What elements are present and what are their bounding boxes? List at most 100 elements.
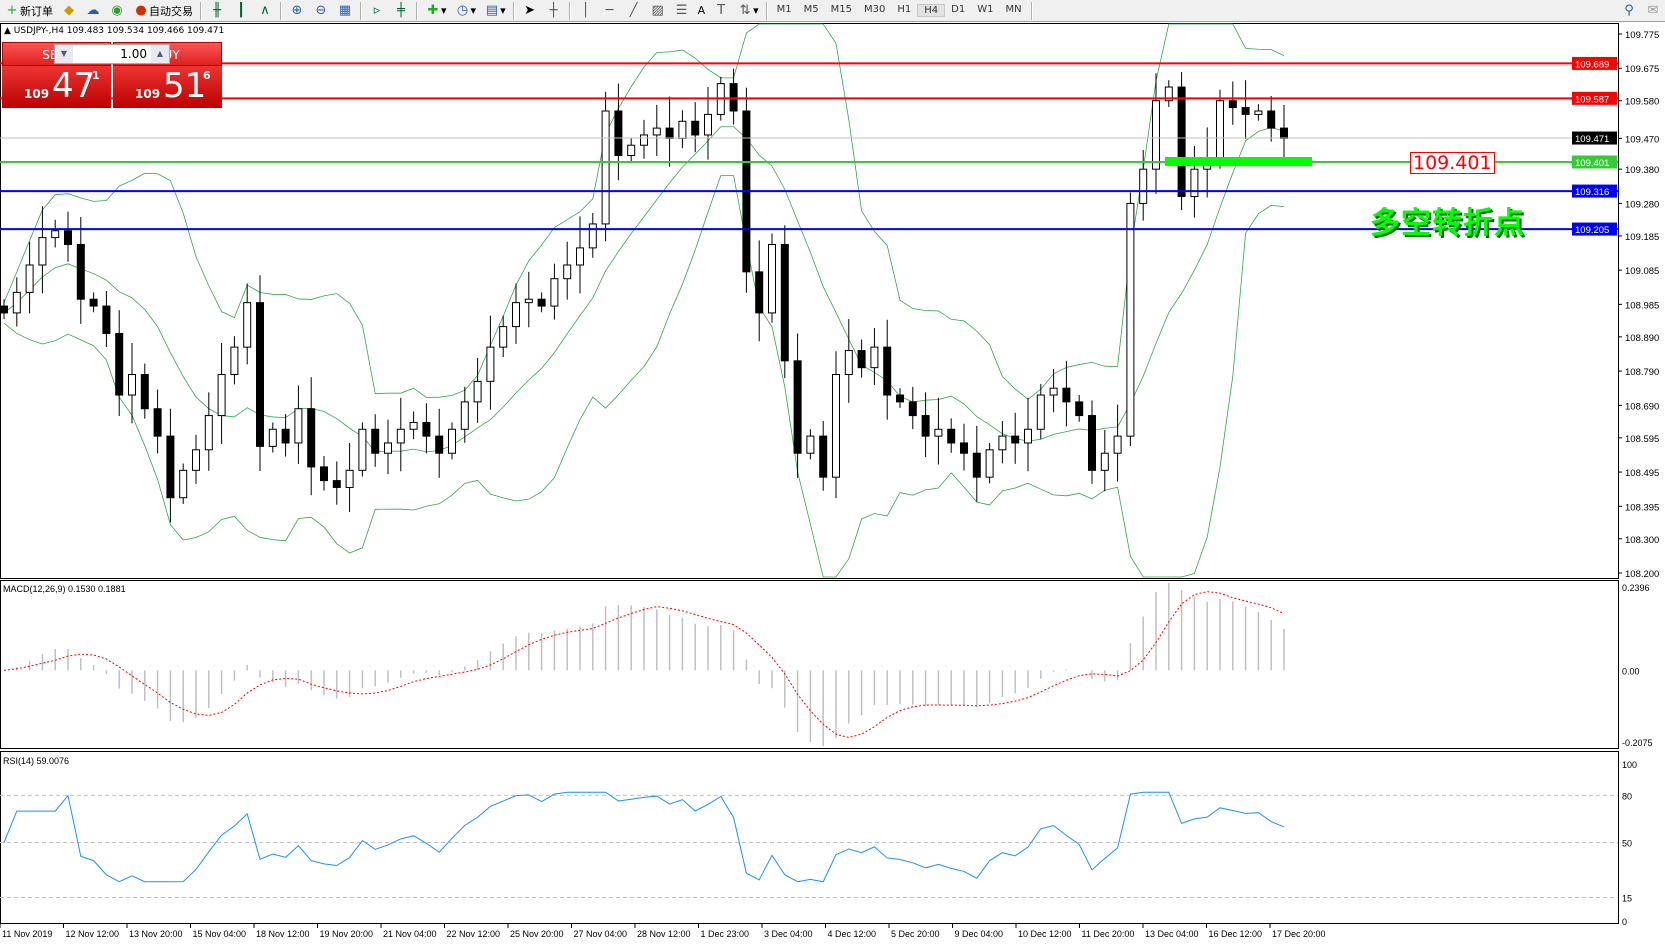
chart-area[interactable]: 109.775 109.675 109.580 109.470 109.380 109.2…	[0, 23, 1665, 944]
bull-candle	[652, 127, 661, 136]
x-tick-label: 16 Dec 12:00	[1209, 929, 1263, 939]
bull-candle	[1216, 100, 1224, 160]
x-tick-label: 10 Dec 12:00	[1018, 929, 1072, 939]
bear-candle	[1177, 86, 1186, 198]
bull-candle	[12, 291, 21, 314]
y-tick-label: 109.470	[1625, 134, 1659, 145]
bear-candle	[1088, 415, 1096, 471]
y-tick-label: 108.985	[1625, 300, 1659, 311]
rsi-line	[3, 791, 1285, 883]
bull-candle	[204, 415, 213, 451]
text-button[interactable]: A	[697, 4, 706, 17]
search-button[interactable]: ⚲	[1617, 1, 1641, 21]
arrows-button[interactable]: ⇅ ▾	[733, 1, 763, 21]
one-click-trading-panel: SELL BUY ▼ 1.00 ▲ 109 47 1 109 51 6	[2, 42, 222, 108]
bar-chart-button[interactable]: ╫	[205, 1, 229, 21]
crosshair-button[interactable]: ┼	[542, 1, 566, 21]
crosshair-icon: ┼	[549, 2, 558, 18]
bull-candle	[1164, 86, 1173, 102]
price-level-tag-label: 109.689	[1575, 59, 1609, 70]
bull-candle	[627, 144, 636, 156]
chat-icon: ✉	[1647, 2, 1659, 18]
timeframe-m15[interactable]: M15	[830, 4, 853, 15]
rsi-tick-label: 50	[1622, 839, 1632, 849]
auto-scroll-button[interactable]: ▹	[365, 1, 389, 21]
bear-candle	[947, 428, 956, 444]
bear-candle	[691, 120, 700, 136]
bear-candle	[1011, 435, 1020, 444]
new-order-button[interactable]: + 新订单	[0, 1, 57, 21]
bull-candle	[1036, 394, 1045, 430]
fibonacci-button[interactable]: ☰	[670, 1, 694, 21]
toolbar: + 新订单 ◆ ☁ ◉ ● 自动交易 ╫ ┃ ∧ ⊕ ⊖ ▦ ▹ ╪ ✚ ▾ ◷ ▾ ▤…	[0, 0, 1665, 22]
auto-trading-button[interactable]: ● 自动交易	[129, 1, 197, 21]
zoom-out-button[interactable]: ⊖	[309, 1, 333, 21]
channel-button[interactable]: ▨	[646, 1, 670, 21]
lot-size-input[interactable]: 1.00	[120, 47, 147, 61]
bear-candle	[614, 110, 623, 156]
metaeditor-button[interactable]: ◆	[57, 1, 81, 21]
timeframe-h1[interactable]: H1	[897, 4, 912, 15]
x-tick-label: 19 Nov 20:00	[320, 929, 374, 939]
level-price-label[interactable]: 109.401	[1410, 152, 1495, 174]
bull-candle	[1113, 435, 1122, 454]
x-tick-label: 13 Nov 20:00	[129, 929, 183, 939]
horizontal-line-button[interactable]: ─	[598, 1, 622, 21]
x-tick-label: 9 Dec 04:00	[955, 929, 1004, 939]
x-tick-label: 3 Dec 04:00	[764, 929, 813, 939]
candlestick-button[interactable]: ┃	[229, 1, 253, 21]
periods-button[interactable]: ◷ ▾	[451, 1, 481, 21]
timeframe-m30[interactable]: M30	[864, 4, 886, 15]
indicators-button[interactable]: ✚ ▾	[421, 1, 451, 21]
zoom-in-button[interactable]: ⊕	[285, 1, 309, 21]
bollinger-upper	[3, 23, 1285, 400]
bear-candle	[307, 408, 316, 468]
bull-candle	[345, 469, 354, 488]
terminal-icon: ☁	[86, 2, 100, 18]
tile-windows-button[interactable]: ▦	[333, 1, 357, 21]
chat-button[interactable]: ✉	[1641, 1, 1665, 21]
text-label-button[interactable]: T	[709, 1, 733, 21]
y-tick-label: 108.300	[1625, 535, 1659, 546]
bull-candle	[294, 408, 303, 444]
y-tick-label: 109.085	[1625, 266, 1659, 277]
timeframe-d1[interactable]: D1	[951, 4, 966, 15]
pivot-annotation-text[interactable]: 多空转折点	[1370, 206, 1525, 241]
lot-decrease-button[interactable]: ▼	[55, 45, 73, 63]
timeframe-bar: M1 M5 M15 M30 H1 H4 D1 W1 MN	[771, 4, 1028, 17]
timeframe-m5[interactable]: M5	[803, 4, 819, 15]
bull-candle	[832, 374, 840, 478]
y-tick-label: 108.200	[1625, 569, 1659, 580]
lot-size-stepper[interactable]: ▼ 1.00 ▲	[54, 44, 170, 64]
chart-shift-button[interactable]: ╪	[389, 1, 413, 21]
sell-price[interactable]: 109 47 1	[2, 66, 111, 108]
bear-candle	[166, 435, 175, 499]
bear-candle	[1280, 127, 1288, 139]
line-chart-button[interactable]: ∧	[253, 1, 277, 21]
cursor-button[interactable]: ➤	[518, 1, 542, 21]
bull-candle	[985, 449, 994, 478]
price-level-tag-label: 109.471	[1575, 134, 1609, 145]
lot-increase-button[interactable]: ▲	[151, 45, 169, 63]
timeframe-mn[interactable]: MN	[1005, 4, 1022, 15]
bull-candle	[473, 380, 482, 403]
bear-candle	[89, 298, 98, 307]
timeframe-w1[interactable]: W1	[977, 4, 994, 15]
vertical-line-button[interactable]: │	[574, 1, 598, 21]
new-order-icon: +	[6, 2, 18, 18]
macd-panel-frame	[0, 580, 1619, 749]
bear-candle	[256, 302, 264, 447]
clock-icon: ◷	[456, 2, 469, 18]
templates-button[interactable]: ▤ ▾	[485, 2, 506, 18]
bull-candle	[870, 346, 879, 369]
horizontal-line-icon: ─	[605, 2, 614, 18]
signals-button[interactable]: ◉	[105, 1, 129, 21]
terminal-button[interactable]: ☁	[81, 1, 105, 21]
buy-price[interactable]: 109 51 6	[113, 66, 222, 108]
timeframe-h4[interactable]: H4	[917, 4, 946, 17]
main-panel-frame	[0, 23, 1619, 579]
trendline-button[interactable]: ╱	[622, 1, 646, 21]
divider	[200, 1, 202, 20]
macd-label: MACD(12,26,9) 0.1530 0.1881	[3, 584, 126, 594]
timeframe-m1[interactable]: M1	[776, 4, 792, 15]
